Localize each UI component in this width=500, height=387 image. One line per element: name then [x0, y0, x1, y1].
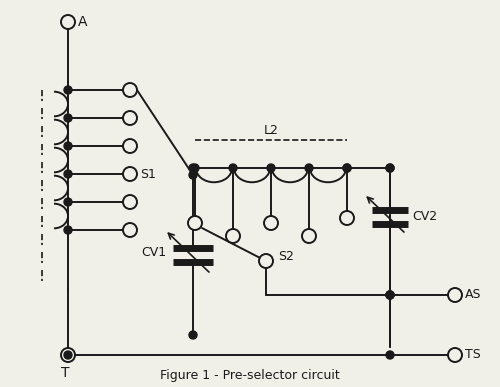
Circle shape: [259, 254, 273, 268]
Circle shape: [448, 288, 462, 302]
Text: S1: S1: [140, 168, 156, 180]
Text: S2: S2: [278, 250, 294, 262]
Circle shape: [64, 86, 72, 94]
Text: Figure 1 - Pre-selector circuit: Figure 1 - Pre-selector circuit: [160, 369, 340, 382]
Circle shape: [302, 229, 316, 243]
Text: CV1: CV1: [141, 247, 166, 260]
Circle shape: [343, 164, 351, 172]
Circle shape: [64, 142, 72, 150]
Circle shape: [267, 164, 275, 172]
Circle shape: [64, 226, 72, 234]
Circle shape: [64, 114, 72, 122]
Circle shape: [386, 164, 394, 172]
Circle shape: [64, 351, 72, 359]
Circle shape: [123, 195, 137, 209]
Circle shape: [386, 164, 394, 172]
Circle shape: [64, 170, 72, 178]
Circle shape: [123, 111, 137, 125]
Circle shape: [123, 139, 137, 153]
Circle shape: [188, 216, 202, 230]
Circle shape: [61, 15, 75, 29]
Circle shape: [189, 331, 197, 339]
Circle shape: [305, 164, 313, 172]
Circle shape: [226, 229, 240, 243]
Circle shape: [191, 164, 199, 172]
Circle shape: [386, 351, 394, 359]
Circle shape: [189, 164, 197, 172]
Circle shape: [386, 291, 394, 299]
Circle shape: [229, 164, 237, 172]
Text: AS: AS: [465, 288, 481, 301]
Circle shape: [386, 291, 394, 299]
Text: CV2: CV2: [412, 211, 437, 224]
Circle shape: [189, 171, 197, 179]
Text: L2: L2: [264, 123, 278, 137]
Circle shape: [386, 291, 394, 299]
Text: T: T: [61, 366, 69, 380]
Circle shape: [61, 348, 75, 362]
Circle shape: [340, 211, 354, 225]
Circle shape: [123, 167, 137, 181]
Text: TS: TS: [465, 349, 481, 361]
Text: A: A: [78, 15, 88, 29]
Circle shape: [264, 216, 278, 230]
Circle shape: [123, 83, 137, 97]
Circle shape: [343, 164, 351, 172]
Circle shape: [448, 348, 462, 362]
Circle shape: [64, 198, 72, 206]
Circle shape: [123, 223, 137, 237]
